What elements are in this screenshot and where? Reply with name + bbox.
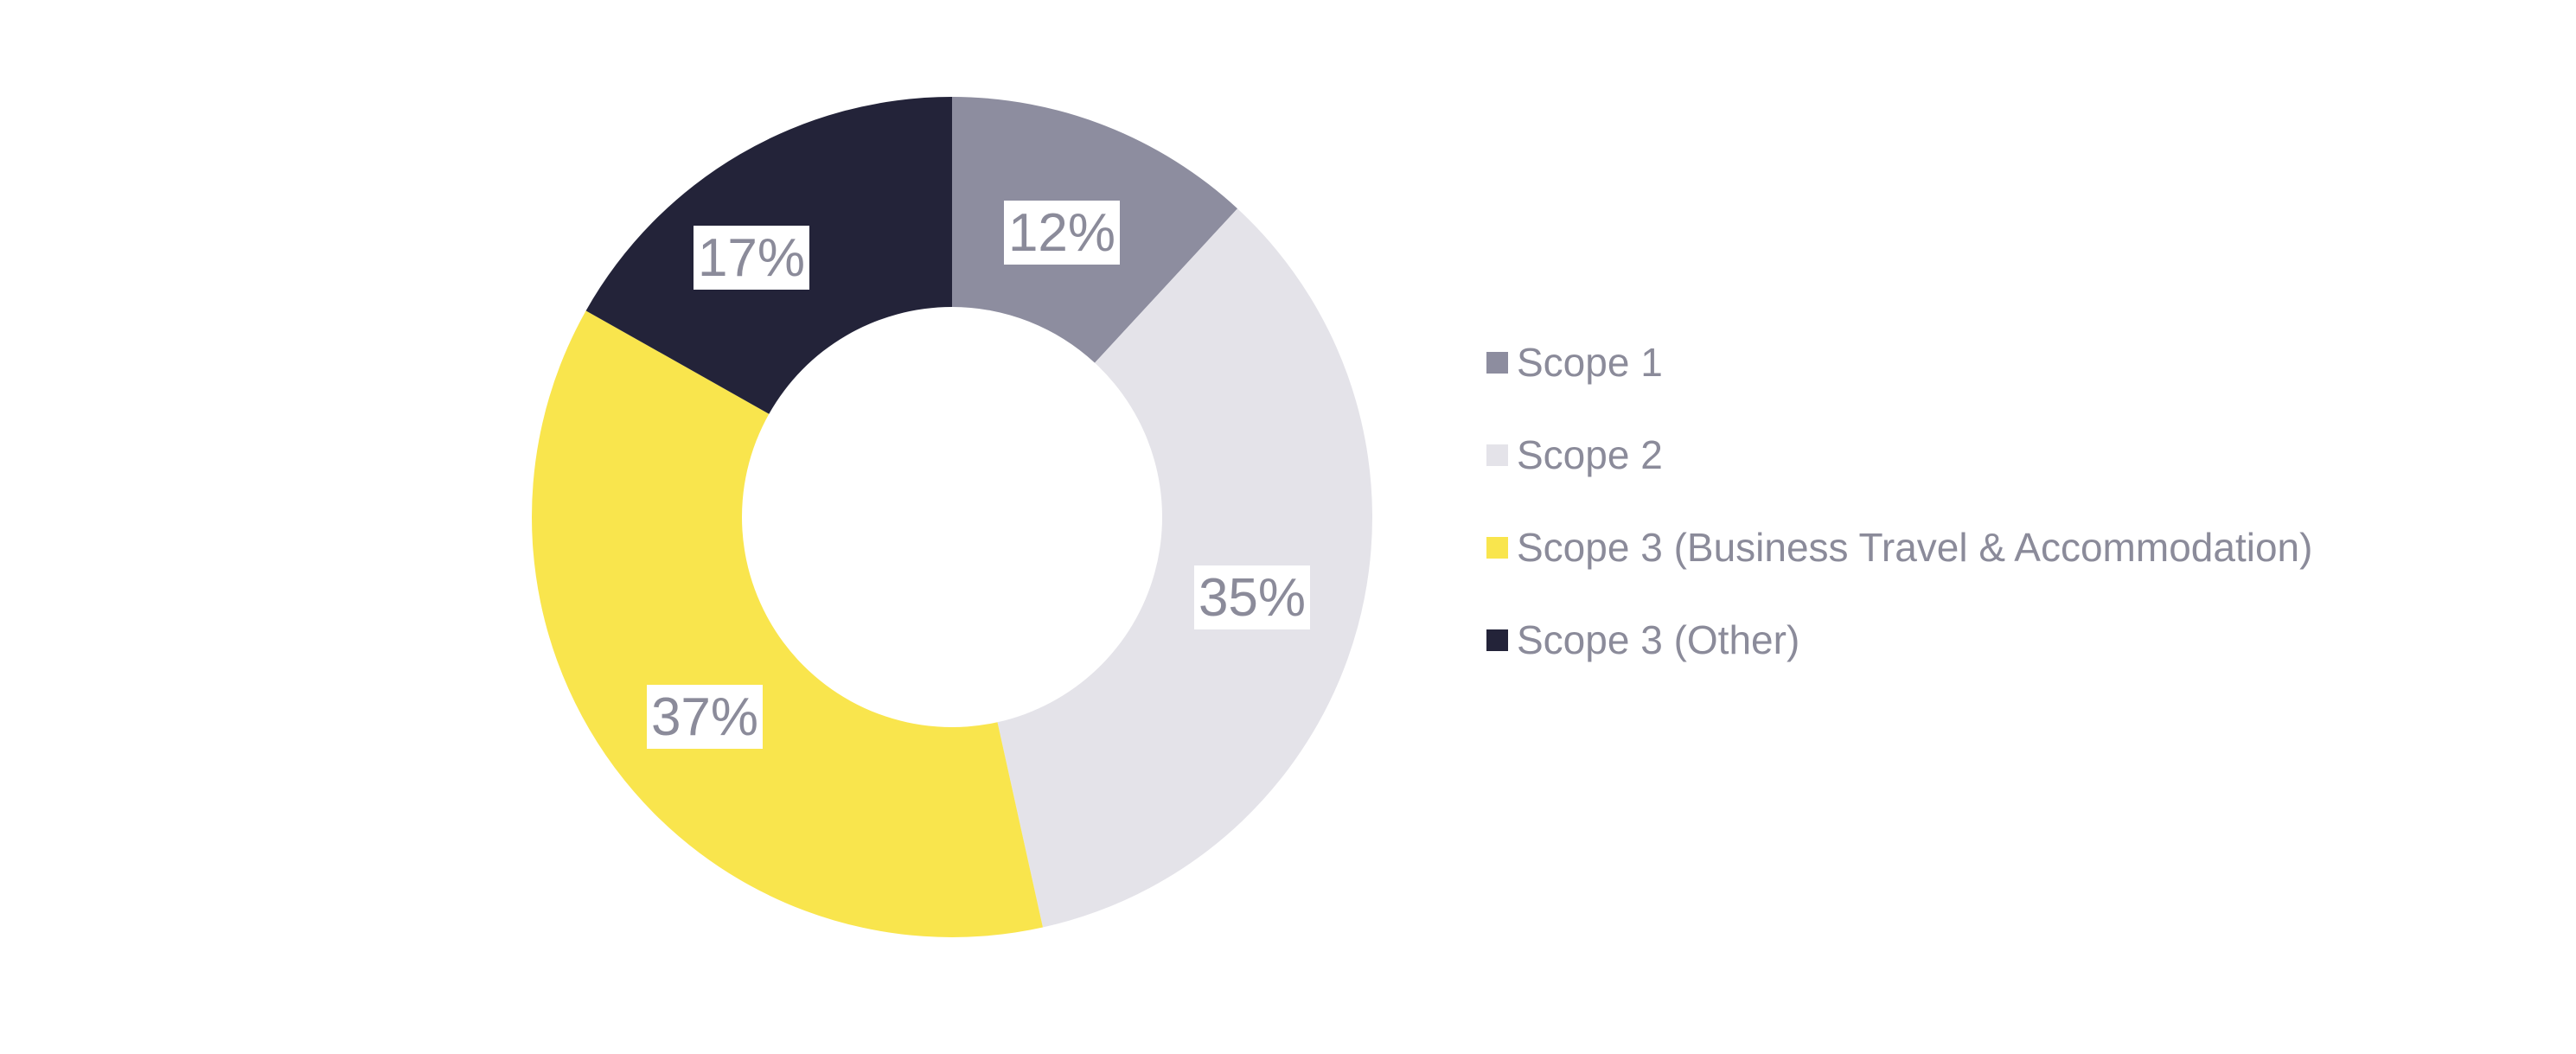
- data-label-text: 12%: [1008, 203, 1115, 263]
- data-label-bg: [1194, 565, 1310, 629]
- legend-swatch-icon: [1486, 629, 1508, 651]
- data-label: 37%: [647, 685, 763, 749]
- donut-segment-scope-3-business-travel-accommodation[interactable]: [532, 310, 1043, 938]
- donut-segments: [532, 97, 1372, 938]
- legend-swatch-icon: [1486, 536, 1508, 559]
- data-label-text: 37%: [651, 687, 758, 747]
- donut-segment-scope-2[interactable]: [997, 208, 1372, 928]
- chart-legend: Scope 1 Scope 2 Scope 3 (Business Travel…: [1486, 341, 2312, 661]
- donut-data-labels: 12% 35% 37% 17%: [647, 201, 1310, 749]
- data-label-text: 17%: [698, 228, 805, 288]
- data-label-bg: [647, 685, 763, 749]
- legend-label: Scope 3 (Other): [1517, 617, 1800, 662]
- legend-label: Scope 1: [1517, 340, 1663, 385]
- legend-label: Scope 3 (Business Travel & Accommodation…: [1517, 525, 2313, 570]
- data-label-bg: [1004, 201, 1120, 265]
- data-label: 12%: [1004, 201, 1120, 265]
- data-label-text: 35%: [1199, 568, 1306, 628]
- legend-swatch-icon: [1486, 444, 1508, 466]
- legend-item-scope-1[interactable]: Scope 1: [1486, 341, 2312, 384]
- data-label: 35%: [1194, 565, 1310, 629]
- legend-item-scope-2[interactable]: Scope 2: [1486, 433, 2312, 476]
- legend-label: Scope 2: [1517, 432, 1663, 477]
- data-label-bg: [694, 226, 809, 290]
- legend-item-scope-3-business-travel[interactable]: Scope 3 (Business Travel & Accommodation…: [1486, 526, 2312, 569]
- legend-swatch-icon: [1486, 351, 1508, 374]
- legend-item-scope-3-other[interactable]: Scope 3 (Other): [1486, 618, 2312, 661]
- data-label: 17%: [694, 226, 809, 290]
